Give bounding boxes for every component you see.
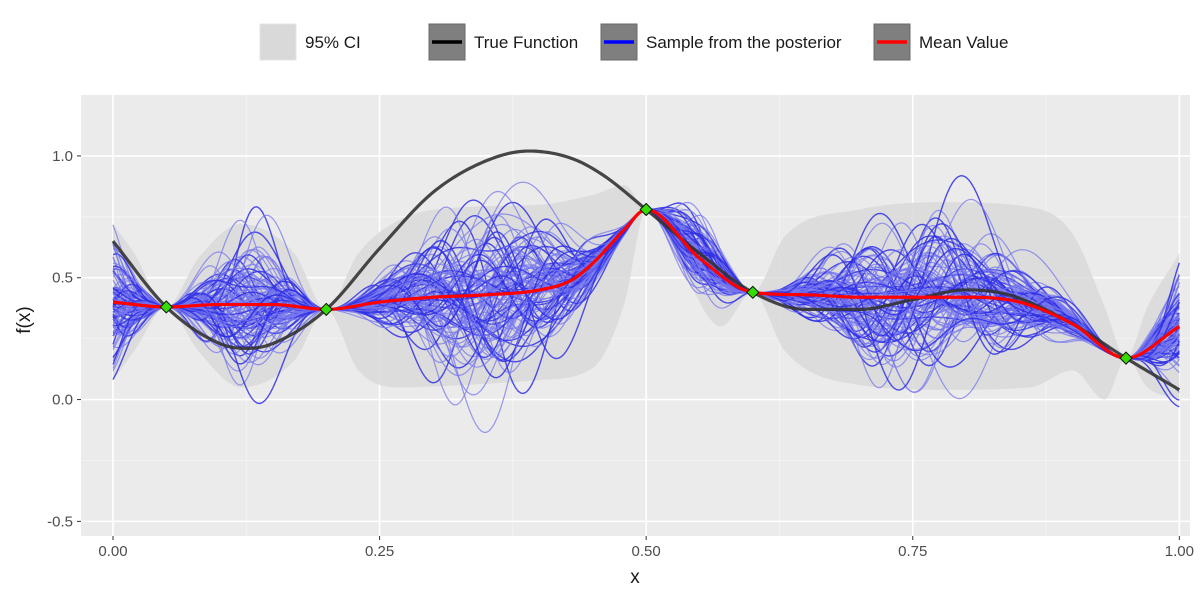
y-axis-title: f(x) <box>14 306 35 333</box>
y-tick-label: 1.0 <box>52 148 73 165</box>
y-tick-label: -0.5 <box>47 513 73 530</box>
legend-item-mean: Mean Value <box>873 23 1008 61</box>
legend: 95% CI True Function Sample from the poste… <box>259 23 1008 61</box>
y-tick-label: 0.0 <box>52 392 73 409</box>
x-tick-label: 0.00 <box>98 543 127 560</box>
legend-label: 95% CI <box>305 33 361 52</box>
legend-label: True Function <box>474 33 578 52</box>
legend-item-samples: Sample from the posterior <box>600 23 842 61</box>
y-tick-label: 0.5 <box>52 270 73 287</box>
x-tick-label: 0.50 <box>632 543 661 560</box>
observation-point <box>159 300 174 314</box>
y-axis: -0.5 0.0 0.5 1.0 <box>47 148 81 530</box>
legend-label: Sample from the posterior <box>646 33 842 52</box>
legend-label: Mean Value <box>919 33 1008 52</box>
x-axis-title: x <box>630 567 640 588</box>
legend-key <box>259 23 297 61</box>
legend-item-ci: 95% CI <box>259 23 361 61</box>
observation-points <box>159 202 1133 365</box>
observation-point <box>319 302 333 317</box>
legend-item-true: True Function <box>428 23 578 61</box>
x-axis: 0.00 0.25 0.50 0.75 1.00 <box>98 536 1194 560</box>
observation-point <box>1119 351 1133 365</box>
observation-point <box>639 202 653 217</box>
x-tick-label: 0.75 <box>898 543 927 560</box>
observation-point <box>746 285 760 300</box>
x-tick-label: 1.00 <box>1165 543 1194 560</box>
x-tick-label: 0.25 <box>365 543 394 560</box>
